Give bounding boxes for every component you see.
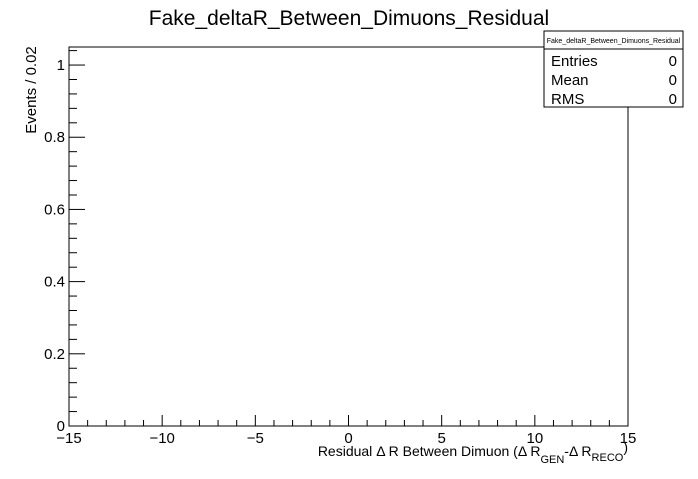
chart-title: Fake_deltaR_Between_Dimuons_Residual [149, 7, 549, 30]
stats-rms-value: 0 [669, 91, 677, 108]
y-axis: 0 0.2 0.4 0.6 0.8 1 [44, 50, 85, 435]
x-tick-label: 10 [526, 430, 543, 447]
stats-rms-label: RMS [551, 91, 584, 108]
x-tick-label: 5 [437, 430, 445, 447]
x-tick-label: 15 [620, 430, 637, 447]
y-tick-label: 0.2 [44, 346, 65, 363]
y-axis-label: Events / 0.02 [23, 46, 40, 134]
x-axis-label: Residual Δ R Between Dimuon (Δ RGEN-Δ RR… [318, 439, 628, 466]
stats-box: Fake_deltaR_Between_Dimuons_Residual Ent… [543, 30, 684, 108]
x-tick-label: 0 [344, 430, 352, 447]
stats-entries-value: 0 [669, 53, 677, 70]
x-tick-label: −10 [149, 430, 174, 447]
stats-entries-label: Entries [551, 53, 598, 70]
x-axis: −15 −10 −5 0 5 10 15 [56, 415, 636, 447]
stats-box-frame [543, 30, 684, 108]
y-tick-label: 0.6 [44, 201, 65, 218]
stats-box-title: Fake_deltaR_Between_Dimuons_Residual [547, 38, 681, 45]
x-tick-label: −15 [56, 430, 81, 447]
stats-mean-label: Mean [551, 72, 589, 89]
y-tick-label: 0 [57, 418, 65, 435]
y-tick-label: 1 [57, 57, 65, 74]
x-tick-label: −5 [247, 430, 264, 447]
y-tick-label: 0.4 [44, 274, 65, 291]
stats-mean-value: 0 [669, 72, 677, 89]
y-tick-label: 0.8 [44, 129, 65, 146]
